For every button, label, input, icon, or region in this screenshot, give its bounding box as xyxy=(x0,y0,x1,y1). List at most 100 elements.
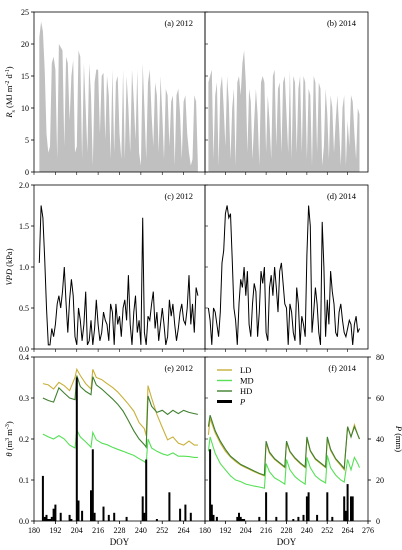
right-tick-label: 20 xyxy=(376,476,384,485)
right-axis-label-unit: (mm) xyxy=(394,431,402,452)
precip-bar xyxy=(275,516,278,521)
precip-bar xyxy=(316,514,319,521)
y-axis-label-part: -3 xyxy=(5,424,11,429)
y-axis-label-part: m xyxy=(4,429,14,438)
line-series-md xyxy=(42,428,198,465)
y-axis-label-part: R xyxy=(4,112,14,119)
panel-label: (a) 2012 xyxy=(164,18,193,28)
x-tick-label: 240 xyxy=(301,526,313,535)
precip-bar xyxy=(344,510,347,522)
precip-bar xyxy=(331,516,334,521)
x-axis-label: DOY xyxy=(277,537,297,547)
x-tick-label: 204 xyxy=(240,526,252,535)
precip-bar xyxy=(59,512,62,521)
precip-bar xyxy=(41,475,44,521)
line-series-md xyxy=(207,436,361,489)
panel-label: (d) 2014 xyxy=(327,191,357,201)
precip-bar xyxy=(68,514,71,521)
x-tick-label: 252 xyxy=(156,526,168,535)
y-axis-label-part: 3 xyxy=(5,438,11,441)
precip-bar xyxy=(346,484,349,521)
line-series-c xyxy=(38,205,199,346)
y-axis-label-part: VPD xyxy=(4,268,14,285)
precip-bar xyxy=(143,512,146,521)
precip-bar xyxy=(297,516,300,521)
precip-bar xyxy=(307,492,310,521)
y-axis-label-part: θ xyxy=(4,452,14,456)
y-tick-label: 1.5 xyxy=(19,222,29,231)
precip-bar xyxy=(215,516,218,521)
precip-bar xyxy=(77,500,80,521)
right-tick-label: 40 xyxy=(376,435,384,444)
line-series-d xyxy=(207,205,360,345)
y-tick-label: 0.0 xyxy=(19,345,29,354)
right-axis-label: P (mm) xyxy=(394,425,402,452)
y-tick-label: 0.5 xyxy=(19,304,29,313)
y-axis-label-part: (kPa) xyxy=(4,248,14,269)
precip-bar xyxy=(141,496,144,521)
y-axis-label: θ (m3 m-3) xyxy=(4,421,14,457)
right-tick-label: 0 xyxy=(376,517,380,526)
y-tick-label: 0 xyxy=(25,168,29,177)
precip-bar xyxy=(43,516,46,521)
precip-bar xyxy=(302,514,305,521)
plot-frame xyxy=(33,184,206,350)
area-series-b xyxy=(208,50,360,172)
right-tick-label: 80 xyxy=(376,353,384,362)
y-tick-label: 1.0 xyxy=(19,263,29,272)
panel-c: 0.0 0.5 1.0 1.5 2.0 (c) 2012 VPD (kPa) xyxy=(4,181,206,354)
precip-bar xyxy=(243,519,246,521)
plot-frame xyxy=(33,356,206,522)
x-tick-label: 228 xyxy=(281,526,293,535)
y-tick-label: 15 xyxy=(21,72,29,81)
precip-bar xyxy=(93,512,96,521)
precip-bar xyxy=(210,504,213,521)
y-tick-label: 20 xyxy=(21,40,29,49)
precip-bar xyxy=(241,519,244,521)
x-tick-label: 228 xyxy=(114,526,126,535)
precip-bar xyxy=(179,508,182,521)
precip-bar xyxy=(54,504,57,521)
precip-bar xyxy=(351,496,354,521)
y-axis-label-part: ) xyxy=(4,421,14,424)
x-tick-label: 180 xyxy=(199,526,211,535)
y-axis-label-part: s xyxy=(11,109,17,112)
precip-bar xyxy=(90,490,92,522)
precip-bar xyxy=(350,496,352,521)
x-axis-label: DOY xyxy=(110,537,130,547)
x-tick-label: 216 xyxy=(260,526,272,535)
y-tick-label: 0.2 xyxy=(19,435,29,444)
panel-a: 0 5 10 15 20 25 (a) 2012 Rs (MJ m-2 d-1) xyxy=(4,8,206,177)
x-tick-label: 216 xyxy=(92,526,104,535)
x-tick-label: 192 xyxy=(49,526,61,535)
x-tick-label: 240 xyxy=(135,526,147,535)
y-tick-label: 10 xyxy=(21,104,29,113)
precip-bar xyxy=(145,459,148,521)
panel-label: (c) 2012 xyxy=(164,191,193,201)
area-series-a xyxy=(39,21,198,172)
precip-bar xyxy=(209,449,212,522)
precip-bar xyxy=(70,519,73,521)
precip-bar xyxy=(50,516,53,521)
precip-bar xyxy=(102,506,105,521)
legend-label-hd: HD xyxy=(240,386,252,396)
panel-label: (e) 2012 xyxy=(164,363,193,373)
precip-bar xyxy=(125,516,128,521)
precip-bar xyxy=(285,492,288,521)
y-tick-label: 5 xyxy=(25,136,29,145)
line-series-ld xyxy=(207,418,361,477)
y-tick-label: 0.1 xyxy=(19,476,29,485)
y-axis-label-part: -2 xyxy=(5,81,11,86)
panel-d: (d) 2014 xyxy=(204,184,369,352)
y-axis-label-part: -1 xyxy=(5,69,11,74)
line-series-hd xyxy=(42,375,199,449)
x-tick-label: 276 xyxy=(362,526,374,535)
precip-bar xyxy=(184,504,187,521)
precip-bar xyxy=(189,512,192,521)
precip-bar xyxy=(239,516,242,521)
x-tick-label: 264 xyxy=(342,526,354,535)
precip-bar xyxy=(212,514,215,521)
y-tick-label: 2.0 xyxy=(19,181,29,190)
